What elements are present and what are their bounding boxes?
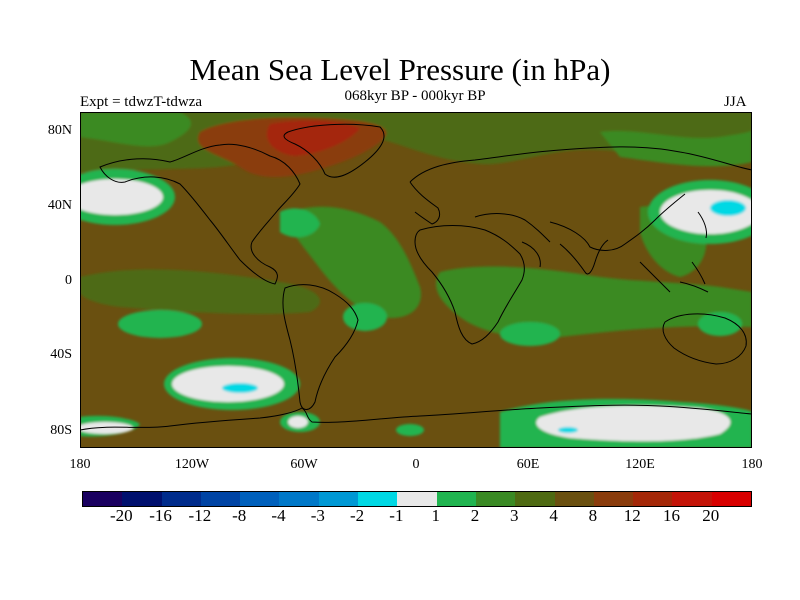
colorbar-swatch (515, 492, 555, 506)
coast-antarctica (80, 404, 752, 431)
coast-arabia-india (521, 239, 609, 275)
pressure-anomaly-map (80, 112, 752, 448)
np-east-cyan (710, 200, 746, 216)
lat-label-80s: 80S (50, 423, 72, 438)
siberia-green (600, 130, 752, 167)
tropical-atlantic-band (289, 206, 421, 318)
coast-greenland (283, 123, 385, 178)
colorbar-swatch (672, 492, 712, 506)
colorbar-swatch (397, 492, 437, 506)
lon-label-120w: 120W (174, 457, 210, 472)
np-west-gray (80, 179, 163, 215)
colorbar-swatch (711, 492, 752, 506)
sep-gray (172, 366, 284, 402)
coastlines (80, 123, 752, 431)
chart-title: Mean Sea Level Pressure (in hPa) (189, 52, 611, 87)
anomaly-fields (80, 112, 752, 448)
colorbar-label: 2 (470, 506, 480, 525)
colorbar-swatch (240, 492, 280, 506)
chart-subtitle: 068kyr BP - 000kyr BP (344, 88, 486, 104)
sep-cyan (222, 383, 258, 393)
colorbar-swatch (554, 492, 594, 506)
colorbar-label: -3 (310, 506, 325, 525)
colorbar-swatch (83, 492, 123, 506)
experiment-label: Expt = tdwzT-tdwza (80, 94, 203, 110)
coast-north-america (99, 143, 301, 285)
colorbar-swatch (318, 492, 359, 506)
tropical-pacific-band (80, 269, 320, 315)
lat-label-40n: 40N (47, 198, 72, 213)
colorbar-label: 16 (663, 506, 680, 525)
antarctic-gray-east (536, 405, 731, 442)
greenland-high-core (266, 120, 360, 156)
colorbar-swatch (358, 492, 398, 506)
colorbar-swatch (436, 492, 476, 506)
lon-label-60e: 60E (516, 457, 540, 472)
colorbar-label: -20 (109, 506, 133, 525)
colorbar-label: -2 (350, 506, 365, 525)
lat-label-80n: 80N (47, 123, 72, 138)
colorbar-swatch (633, 492, 673, 506)
colorbar-label: -8 (232, 506, 247, 525)
south-atlantic-green-blob (343, 303, 387, 331)
colorbar-swatch (200, 492, 241, 506)
antarctic-gray-west (80, 422, 133, 434)
colorbar-swatch (475, 492, 516, 506)
colorbar-label: -12 (188, 506, 212, 525)
colorbar-label: 4 (549, 506, 558, 525)
coast-africa (414, 225, 525, 345)
colorbar-label: -16 (149, 506, 172, 525)
colorbar-swatch (122, 492, 162, 506)
colorbar-label: 20 (702, 506, 720, 525)
lon-label-60w: 60W (290, 457, 318, 472)
coast-australia (662, 313, 747, 365)
lat-label-40s: 40S (50, 347, 72, 362)
colorbar-swatch (279, 492, 319, 506)
north-atlantic-green-patch (280, 208, 320, 238)
south-pacific-green-blob (698, 312, 742, 336)
colorbar-label: -1 (389, 506, 404, 525)
colorbar-swatch (161, 492, 201, 506)
coast-southeast-asia (639, 261, 709, 293)
antarctic-cyan-east (558, 427, 578, 433)
colorbar-label: 3 (510, 506, 519, 525)
colorbar-label: 12 (623, 506, 641, 525)
arctic-light-green (80, 112, 191, 147)
season-label: JJA (724, 94, 747, 110)
colorbar-label: -4 (271, 506, 286, 525)
lon-label-180e: 180 (741, 457, 763, 472)
lon-label-180w: 180 (69, 457, 91, 472)
south-indian-green-blob (500, 322, 560, 346)
coast-eurasia (409, 146, 752, 251)
map-frame (80, 112, 752, 448)
indian-ocean-band (436, 266, 752, 339)
colorbar (82, 491, 753, 507)
lon-label-0: 0 (412, 457, 420, 472)
lat-label-eq: 0 (65, 273, 72, 288)
coast-south-america (282, 284, 359, 410)
coast-japan (697, 211, 707, 239)
antarctic-gray-peninsula-core (288, 416, 308, 428)
east-pacific-green-blob (118, 310, 202, 338)
colorbar-label: 8 (588, 506, 598, 525)
colorbar-swatch (593, 492, 634, 506)
colorbar-label: 1 (431, 506, 440, 525)
antarctic-small-green (396, 424, 424, 436)
lon-label-120e: 120E (625, 457, 655, 472)
